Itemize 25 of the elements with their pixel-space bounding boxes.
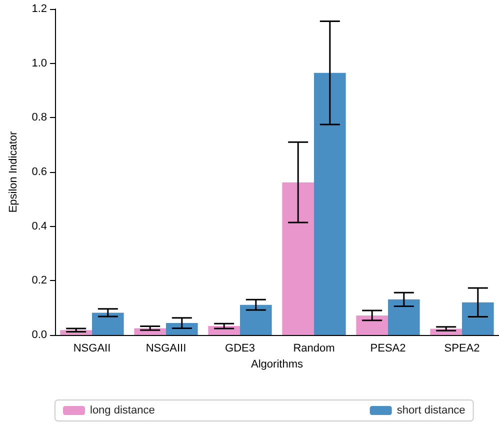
- bar: [92, 312, 124, 335]
- x-tick-label: SPEA2: [444, 342, 480, 354]
- bar: [282, 182, 314, 335]
- x-tick-label: PESA2: [370, 342, 406, 354]
- x-tick-label: GDE3: [225, 342, 255, 354]
- bar: [356, 315, 388, 335]
- y-tick-label: 0.8: [32, 112, 47, 124]
- bar: [462, 302, 494, 335]
- bar: [388, 299, 420, 335]
- y-tick-label: 0.6: [32, 166, 47, 178]
- legend-label: short distance: [396, 404, 466, 416]
- x-tick-label: Random: [293, 342, 335, 354]
- x-tick-label: NSGAIII: [146, 342, 186, 354]
- x-axis-title: Algorithms: [251, 358, 304, 370]
- x-tick-label: NSGAII: [73, 342, 111, 354]
- bar: [166, 323, 198, 335]
- bar: [314, 72, 346, 335]
- bar: [240, 304, 272, 335]
- y-tick-label: 0.2: [32, 274, 47, 287]
- legend-label: long distance: [90, 404, 155, 416]
- y-axis-title: Epsilon Indicator: [8, 131, 20, 213]
- y-tick-label: 1.2: [32, 3, 47, 15]
- y-tick-label: 0.0: [32, 329, 47, 341]
- y-tick-label: 1.0: [32, 57, 47, 70]
- y-tick-label: 0.4: [32, 220, 47, 232]
